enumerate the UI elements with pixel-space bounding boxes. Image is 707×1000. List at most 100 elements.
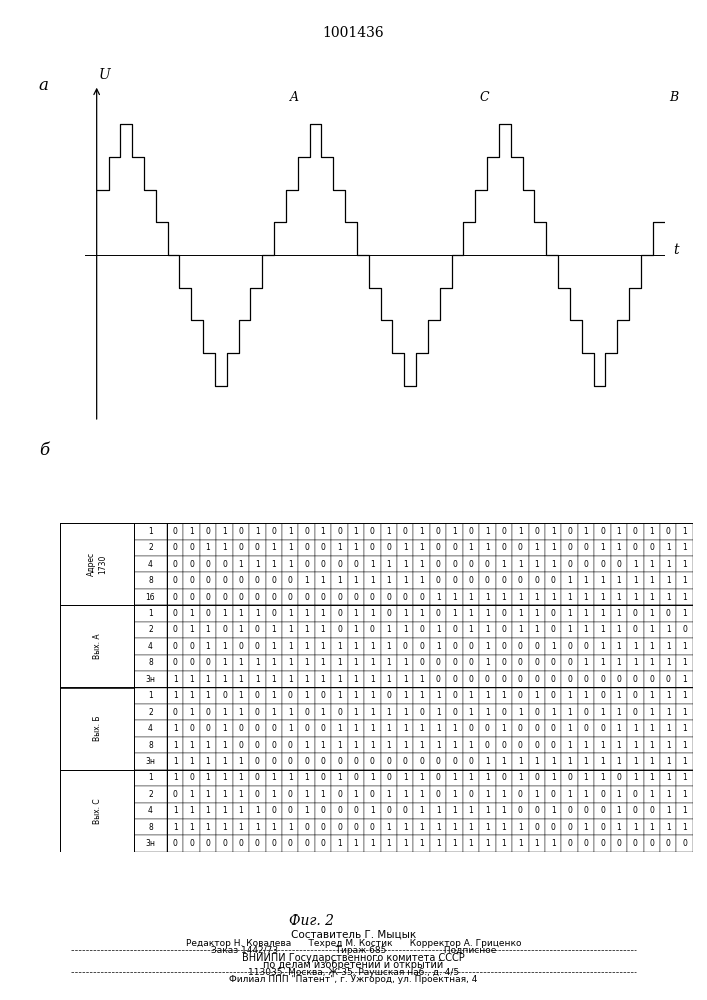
Bar — [315, 753, 332, 770]
Text: 0: 0 — [551, 609, 556, 618]
Bar — [233, 622, 249, 638]
Text: 1: 1 — [469, 806, 474, 815]
Text: 1: 1 — [485, 790, 490, 799]
Text: 0: 0 — [189, 642, 194, 651]
Bar — [397, 753, 414, 770]
Bar — [479, 835, 496, 852]
Text: 1: 1 — [650, 642, 654, 651]
Bar — [249, 605, 266, 622]
Text: 1: 1 — [304, 625, 309, 634]
Bar — [397, 605, 414, 622]
Text: 1: 1 — [370, 839, 375, 848]
Text: 1: 1 — [617, 724, 621, 733]
Text: 1: 1 — [271, 625, 276, 634]
Text: 1: 1 — [403, 708, 408, 717]
Text: 0: 0 — [518, 724, 522, 733]
Bar — [595, 671, 611, 688]
Bar — [446, 803, 463, 819]
Text: 1: 1 — [189, 806, 194, 815]
Bar — [200, 819, 216, 835]
Bar — [643, 572, 660, 589]
Bar — [446, 737, 463, 753]
Bar — [315, 704, 332, 720]
Text: 1: 1 — [617, 642, 621, 651]
Text: 0: 0 — [452, 625, 457, 634]
Text: 1: 1 — [567, 691, 572, 700]
Bar — [282, 819, 298, 835]
Text: Фиг. 2: Фиг. 2 — [288, 914, 334, 928]
Text: 0: 0 — [518, 658, 522, 667]
Text: 1: 1 — [600, 576, 605, 585]
Text: 0: 0 — [551, 625, 556, 634]
Bar — [332, 540, 348, 556]
Text: 1: 1 — [633, 741, 638, 750]
Bar — [200, 671, 216, 688]
Bar — [167, 589, 183, 605]
Bar — [529, 671, 545, 688]
Bar — [479, 622, 496, 638]
Bar — [496, 523, 512, 540]
Bar — [183, 655, 200, 671]
Bar — [545, 819, 561, 835]
Text: 1: 1 — [617, 543, 621, 552]
Bar — [677, 753, 693, 770]
Bar — [397, 835, 414, 852]
Bar — [183, 671, 200, 688]
Text: 1: 1 — [222, 724, 227, 733]
Text: 0: 0 — [337, 806, 342, 815]
Bar — [463, 737, 479, 753]
Text: 1: 1 — [255, 675, 259, 684]
Text: B: B — [669, 91, 678, 104]
Bar — [677, 605, 693, 622]
Bar — [216, 556, 233, 572]
Text: 1: 1 — [206, 773, 211, 782]
Text: 1: 1 — [650, 741, 654, 750]
Text: 1: 1 — [255, 527, 259, 536]
Text: 0: 0 — [370, 593, 375, 602]
Text: 0: 0 — [206, 658, 211, 667]
Bar — [298, 523, 315, 540]
Bar — [364, 737, 380, 753]
Text: 0: 0 — [518, 741, 522, 750]
Bar — [249, 655, 266, 671]
Bar — [183, 720, 200, 737]
Text: 0: 0 — [600, 790, 605, 799]
Text: 16: 16 — [146, 593, 156, 602]
Bar — [660, 523, 677, 540]
Bar — [529, 540, 545, 556]
Text: 1: 1 — [436, 642, 440, 651]
Bar — [183, 819, 200, 835]
Text: 1: 1 — [370, 691, 375, 700]
Text: Адрес
1730: Адрес 1730 — [88, 552, 107, 576]
Text: 1: 1 — [650, 609, 654, 618]
Text: 1: 1 — [600, 609, 605, 618]
Bar — [266, 556, 282, 572]
Bar — [677, 638, 693, 655]
Text: 1: 1 — [222, 675, 227, 684]
Bar — [183, 605, 200, 622]
Bar — [463, 589, 479, 605]
Bar — [364, 572, 380, 589]
Bar — [529, 819, 545, 835]
Bar — [512, 638, 529, 655]
Bar — [315, 605, 332, 622]
Bar — [496, 704, 512, 720]
Bar — [315, 638, 332, 655]
Text: 1: 1 — [337, 658, 342, 667]
Text: 0: 0 — [206, 839, 211, 848]
Bar — [380, 835, 397, 852]
Text: 1: 1 — [337, 675, 342, 684]
Bar — [282, 572, 298, 589]
Text: 1: 1 — [567, 757, 572, 766]
Text: 1: 1 — [666, 658, 670, 667]
Text: 0: 0 — [288, 806, 293, 815]
Text: 1: 1 — [600, 757, 605, 766]
Bar — [134, 803, 167, 819]
Text: 0: 0 — [419, 658, 424, 667]
Bar — [298, 720, 315, 737]
Text: 0: 0 — [337, 609, 342, 618]
Bar — [512, 753, 529, 770]
Bar — [463, 638, 479, 655]
Bar — [430, 770, 446, 786]
Text: 0: 0 — [518, 691, 522, 700]
